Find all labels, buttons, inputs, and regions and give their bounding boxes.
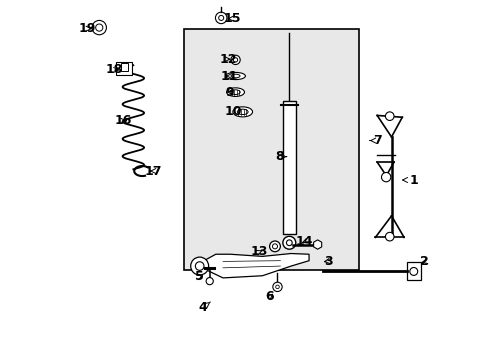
Text: 2: 2 (419, 255, 428, 268)
Ellipse shape (225, 72, 245, 80)
Text: 10: 10 (224, 105, 241, 118)
Text: 18: 18 (106, 63, 123, 76)
Text: 16: 16 (115, 114, 132, 127)
Circle shape (96, 24, 102, 31)
Ellipse shape (226, 88, 244, 96)
Polygon shape (313, 240, 321, 249)
Bar (183, 30, 359, 270)
Bar (406, 262, 420, 280)
Text: 5: 5 (195, 270, 203, 283)
Circle shape (195, 262, 203, 270)
Text: 19: 19 (79, 22, 96, 35)
Text: 15: 15 (223, 12, 240, 25)
Ellipse shape (237, 109, 247, 114)
Text: 13: 13 (250, 245, 268, 258)
Circle shape (190, 257, 208, 275)
Circle shape (286, 240, 292, 246)
Circle shape (215, 12, 226, 24)
Circle shape (409, 267, 417, 275)
Text: 9: 9 (224, 86, 233, 99)
Circle shape (230, 55, 240, 64)
Circle shape (385, 232, 393, 241)
Bar (121, 63, 128, 71)
Text: 14: 14 (295, 235, 313, 248)
Circle shape (275, 285, 279, 289)
Ellipse shape (232, 107, 252, 117)
Text: 17: 17 (144, 165, 162, 177)
Polygon shape (196, 253, 308, 278)
Text: 7: 7 (369, 134, 381, 147)
Text: 4: 4 (199, 301, 210, 314)
Text: 6: 6 (265, 290, 273, 303)
Circle shape (385, 112, 393, 121)
Circle shape (272, 282, 282, 292)
Circle shape (218, 15, 223, 21)
Text: 11: 11 (220, 69, 238, 82)
Bar (282, 101, 295, 234)
Bar (116, 62, 132, 75)
Text: 12: 12 (219, 53, 237, 66)
Circle shape (381, 172, 390, 182)
Text: 3: 3 (324, 255, 332, 267)
Circle shape (272, 244, 277, 249)
Ellipse shape (230, 90, 240, 94)
Circle shape (206, 278, 213, 285)
Circle shape (233, 58, 237, 62)
Text: 1: 1 (402, 174, 417, 186)
Text: 8: 8 (275, 150, 286, 163)
Circle shape (92, 21, 106, 35)
Circle shape (269, 241, 280, 252)
Circle shape (282, 236, 295, 249)
Ellipse shape (230, 74, 240, 78)
